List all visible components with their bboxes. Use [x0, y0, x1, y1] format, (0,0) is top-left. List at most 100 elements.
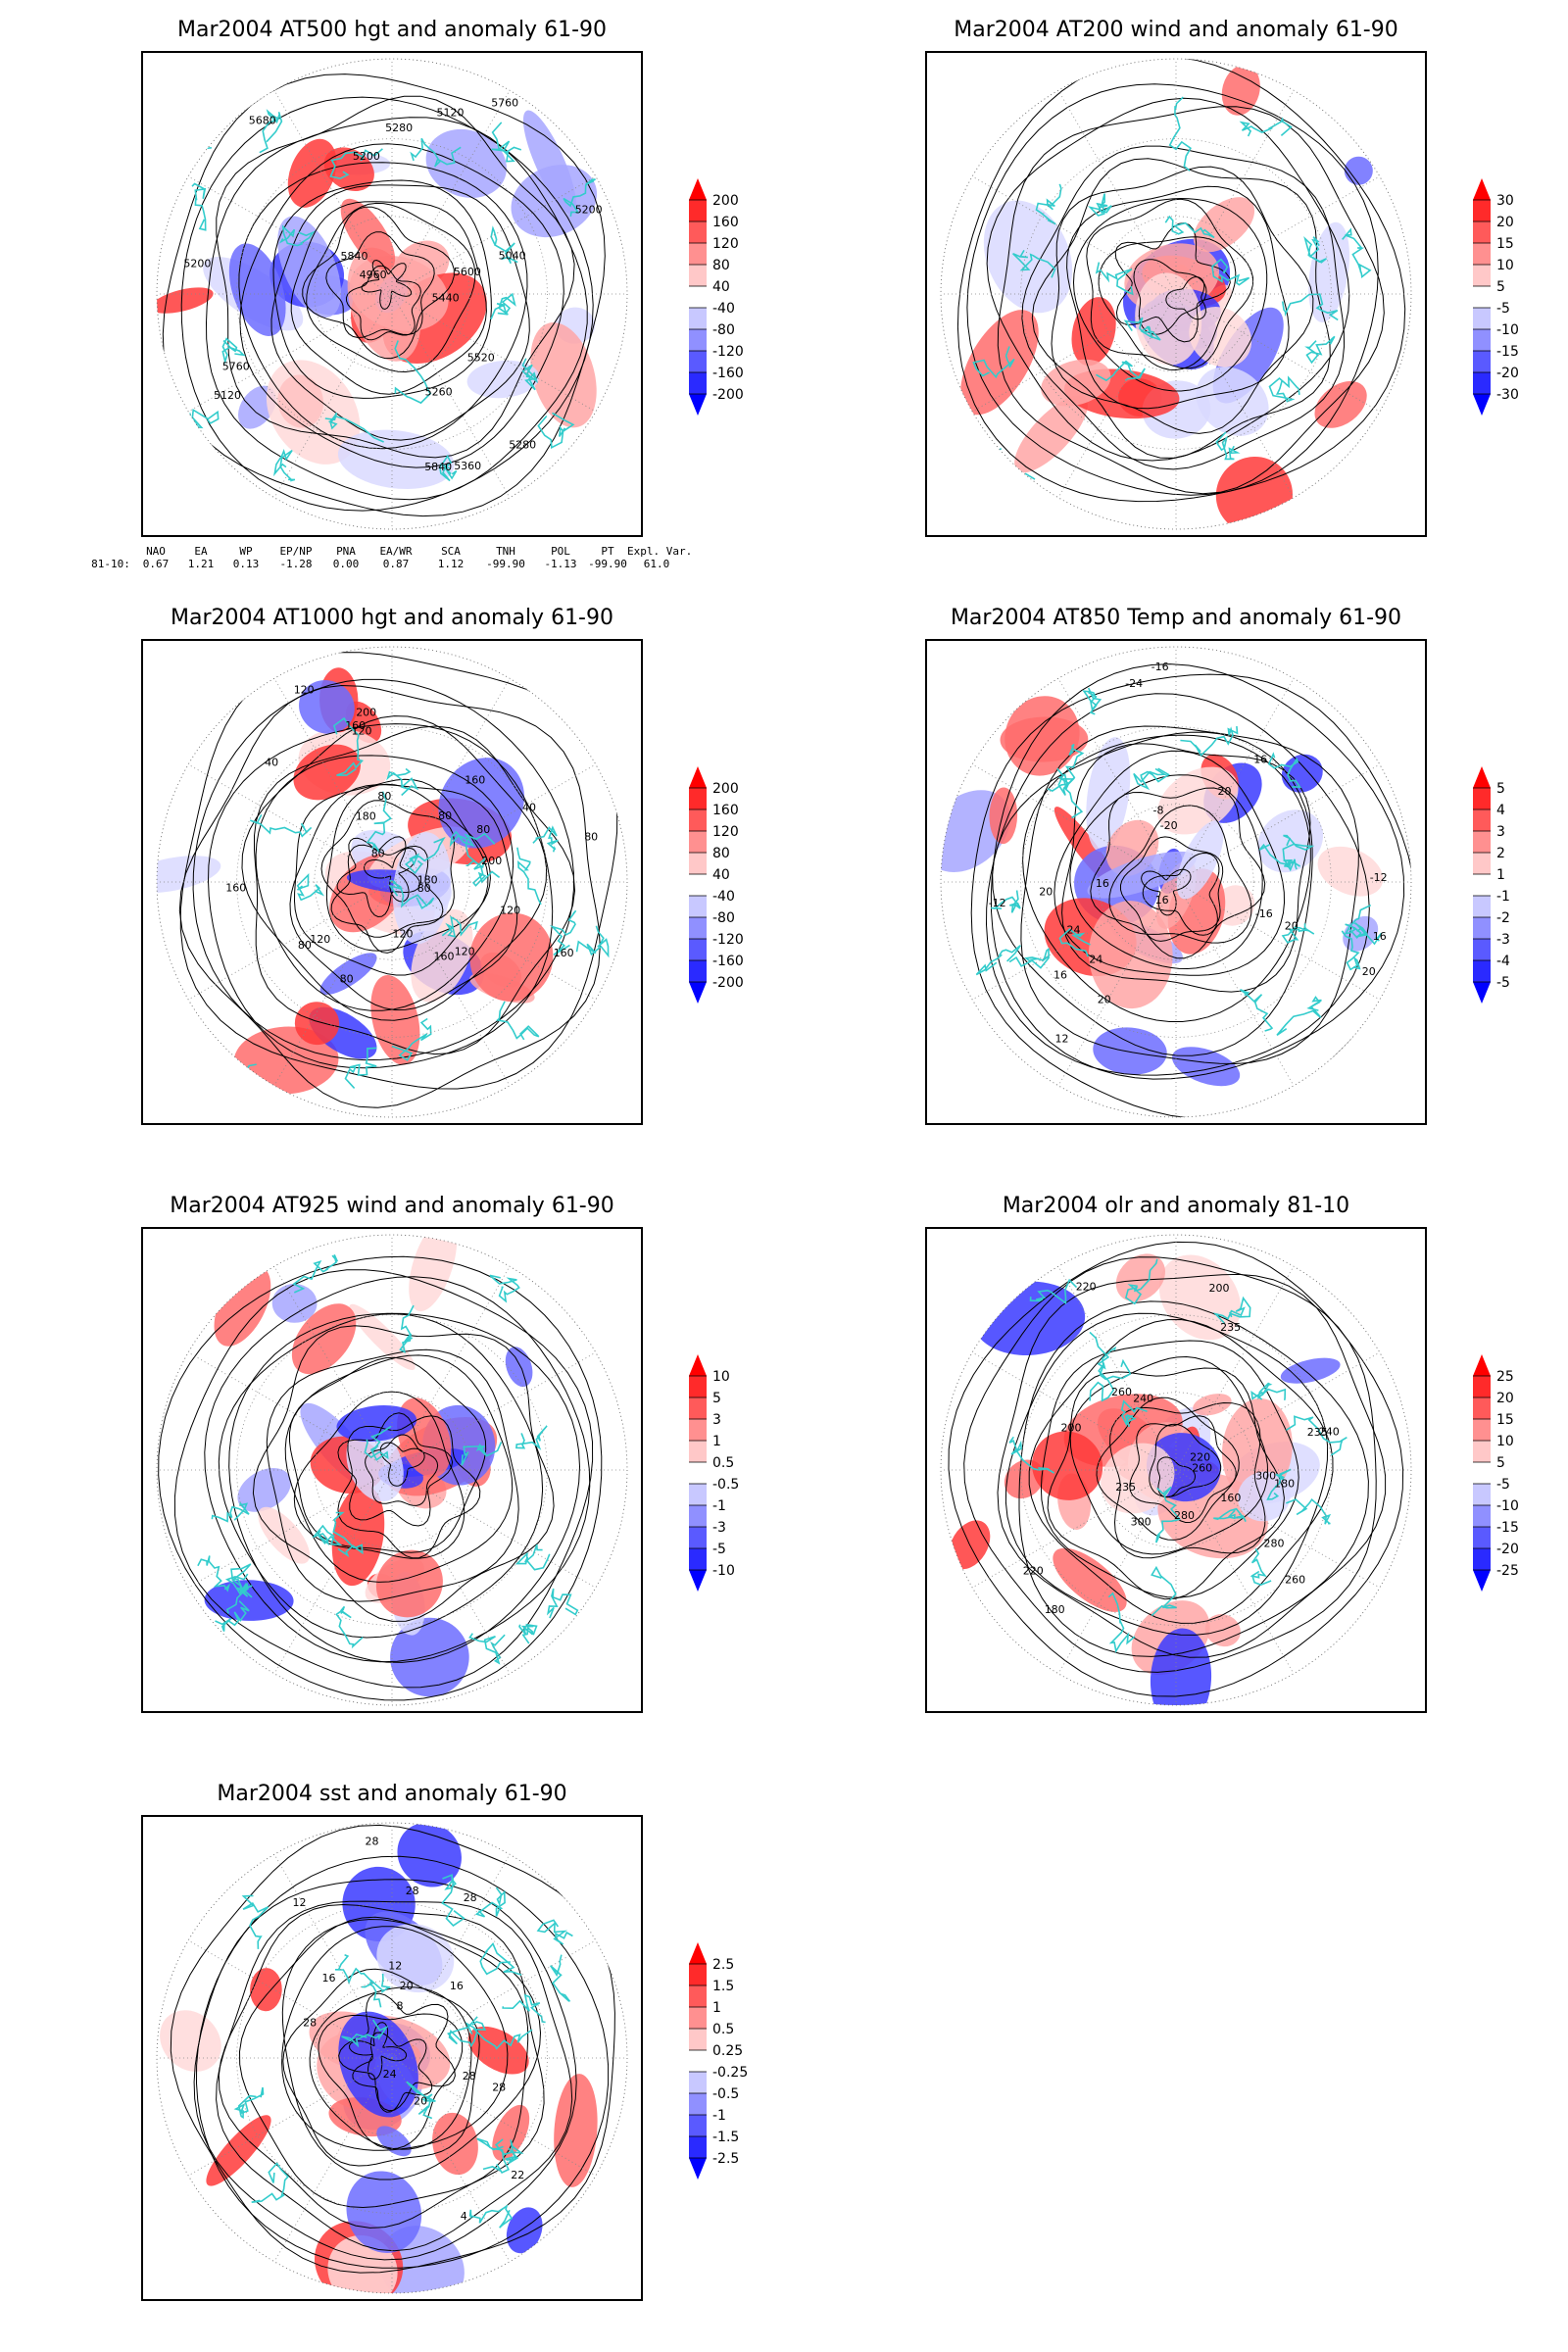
contour-label: 5760: [491, 97, 518, 110]
latitude-circle: [314, 216, 470, 372]
contour-label: 120: [455, 946, 475, 958]
contour-label: 20: [400, 1980, 414, 1992]
contour-label: 5040: [499, 250, 526, 263]
colorbar-arrow-bottom: [1473, 1570, 1491, 1592]
contour-label: 24: [383, 2068, 397, 2081]
coastline: [1180, 726, 1239, 757]
colorbar-label: 25: [1496, 1369, 1514, 1385]
colorbar-label: -80: [712, 322, 735, 338]
index-header: WP: [239, 545, 253, 558]
contour-line: [1022, 734, 1311, 1022]
contour-line: [1098, 236, 1237, 371]
colorbar-label: -200: [712, 975, 744, 991]
contour-label: 160: [225, 882, 246, 895]
contour-line: [302, 206, 455, 360]
contour-label: 200: [1209, 1282, 1230, 1295]
coastline: [1211, 258, 1250, 286]
contour-label: 120: [352, 724, 372, 737]
contour-line: [289, 1356, 487, 1553]
colorbar-swatch: [689, 853, 707, 874]
colorbar-swatch: [1473, 1441, 1491, 1462]
coastline: [1155, 1486, 1182, 1544]
anomaly-shading: [409, 1235, 458, 1312]
contour-label: -16: [1152, 661, 1169, 673]
coastline: [471, 2021, 533, 2050]
colorbar-label: 0.5: [712, 2022, 734, 2037]
anomaly-shading: [336, 1404, 417, 1443]
contour-line: [336, 836, 420, 918]
anomaly-shading: [1157, 766, 1239, 835]
colorbar-swatch: [1473, 1376, 1491, 1397]
index-value: 0.13: [232, 558, 260, 570]
contour-label: 12: [293, 1896, 307, 1909]
contour-label: 80: [340, 972, 354, 985]
colorbar-label: 5: [712, 1391, 721, 1406]
contour-label: 5600: [454, 266, 481, 278]
colorbar-label: -25: [1496, 1563, 1519, 1579]
contour-label: 28: [492, 2082, 506, 2094]
contour-line: [1018, 1300, 1369, 1657]
contour-line: [266, 1348, 519, 1602]
coastline: [1344, 904, 1372, 940]
coastline: [1012, 249, 1056, 278]
contour-line: [325, 783, 491, 952]
colorbar-label: -5: [1496, 1477, 1510, 1493]
coastline: [1281, 923, 1315, 944]
anomaly-shading: [291, 1303, 357, 1375]
map-frame: [925, 51, 1427, 537]
colorbar-swatch: [689, 200, 707, 221]
contour-line: [363, 847, 417, 903]
colorbar-arrow-bottom: [1473, 394, 1491, 416]
coastline: [1286, 1498, 1332, 1525]
contour-label: -16: [1255, 907, 1273, 920]
contour-line: [289, 784, 518, 1011]
anomaly-shading: [160, 2010, 221, 2072]
coastline: [344, 1047, 377, 1089]
contour-label: 300: [1131, 1516, 1152, 1529]
coastline: [441, 915, 478, 938]
colorbar-label: 160: [712, 215, 739, 230]
coastline: [546, 1588, 579, 1619]
contour-label: 5120: [437, 106, 465, 119]
contour-line: [963, 1256, 1377, 1673]
anomaly-shading: [554, 2074, 598, 2187]
index-value: 1.21: [187, 558, 215, 570]
coastline: [1250, 1382, 1287, 1400]
coastline: [563, 178, 596, 218]
coastline: [366, 791, 392, 854]
colorbar-swatch: [689, 2136, 707, 2158]
contour-line: [1109, 1401, 1266, 1559]
index-value: -99.90: [588, 558, 627, 570]
anomaly-shading: [346, 1426, 404, 1502]
colorbar-swatch: [1473, 221, 1491, 243]
index-value: 1.12: [437, 558, 465, 570]
contour-line: [1047, 1367, 1285, 1600]
colorbar-label: -1: [1496, 889, 1510, 905]
anomaly-shading: [157, 856, 221, 894]
contour-line: [948, 1241, 1404, 1697]
coastline: [1107, 1592, 1136, 1653]
contour-label: 16: [1373, 930, 1387, 943]
contour-label: 80: [377, 790, 391, 803]
colorbar-label: 20: [1496, 215, 1514, 230]
colorbar-swatch: [689, 1419, 707, 1441]
index-value: -99.90: [486, 558, 525, 570]
contour-label: -12: [1370, 871, 1388, 884]
contour-label: 24: [1089, 954, 1102, 966]
colorbar-label: 15: [1496, 1412, 1514, 1428]
colorbar-swatch: [689, 788, 707, 809]
map-boundary: [940, 646, 1412, 1118]
coastline: [250, 814, 313, 838]
coastline: [1062, 743, 1085, 819]
colorbar-arrow-top: [689, 766, 707, 788]
coastline: [191, 182, 207, 231]
contour-line: [361, 259, 413, 311]
anomaly-shading: [425, 128, 507, 198]
colorbar-swatch: [689, 896, 707, 917]
anomaly-shading: [530, 322, 597, 428]
coastline: [1258, 843, 1301, 868]
coastline: [241, 1894, 270, 1949]
coastline: [215, 1600, 250, 1632]
colorbar-label: 30: [1496, 193, 1514, 209]
colorbar-label: -30: [1496, 387, 1519, 403]
